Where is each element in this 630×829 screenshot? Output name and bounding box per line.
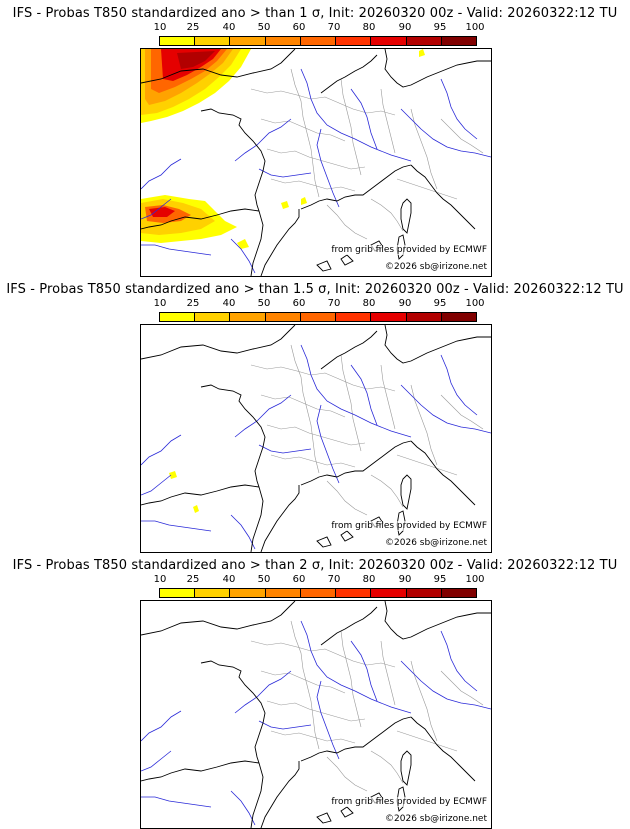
colorbar-tick-25: 25 <box>186 298 200 309</box>
admin-borders <box>250 344 484 516</box>
forecast-panel-1: IFS - Probas T850 standardized ano > tha… <box>0 0 630 277</box>
panel-title: IFS - Probas T850 standardized ano > tha… <box>6 282 624 297</box>
colorbar-tick-95: 95 <box>433 298 447 309</box>
colorbar <box>159 588 477 598</box>
probability-overlay <box>141 49 425 249</box>
colorbar-segment-7 <box>370 313 406 321</box>
colorbar-segment-8 <box>405 313 441 321</box>
admin-borders <box>250 620 484 792</box>
colorbar-tick-40: 40 <box>222 22 236 33</box>
admin-borders <box>250 68 484 240</box>
colorbar-tick-80: 80 <box>362 298 376 309</box>
colorbar-tick-10: 10 <box>153 298 167 309</box>
colorbar-tick-70: 70 <box>327 22 341 33</box>
source-credit: from grib files provided by ECMWF <box>331 521 487 531</box>
colorbar-segment-5 <box>299 589 336 597</box>
colorbar-tick-10: 10 <box>153 22 167 33</box>
colorbar-tick-90: 90 <box>398 574 412 585</box>
colorbar-segment-4 <box>264 589 300 597</box>
map-svg <box>141 601 491 828</box>
colorbar-segment-6 <box>335 589 371 597</box>
map-svg <box>141 49 491 276</box>
source-credit: from grib files provided by ECMWF <box>331 797 487 807</box>
map-svg <box>141 325 491 552</box>
probability-area-6 <box>177 51 215 69</box>
colorbar-tick-100: 100 <box>465 22 485 33</box>
colorbar-segment-3 <box>229 313 265 321</box>
colorbar-segment-6 <box>335 37 371 45</box>
colorbar-segment-1 <box>160 313 195 321</box>
colorbar-segment-7 <box>370 589 406 597</box>
colorbar-segment-6 <box>335 313 371 321</box>
probability-area-2 <box>193 505 199 513</box>
colorbar-segment-8 <box>405 589 441 597</box>
copyright-credit: ©2026 sb@irizone.net <box>385 814 487 824</box>
copyright-credit: ©2026 sb@irizone.net <box>385 538 487 548</box>
colorbar-segment-3 <box>229 37 265 45</box>
colorbar-labels: 10 25 40 50 60 70 80 90 95 100 <box>141 22 489 34</box>
colorbar-tick-70: 70 <box>327 298 341 309</box>
colorbar-tick-50: 50 <box>257 298 271 309</box>
panel-title: IFS - Probas T850 standardized ano > tha… <box>12 558 618 573</box>
colorbar-segment-5 <box>299 37 336 45</box>
colorbar-segment-2 <box>194 313 230 321</box>
colorbar-tick-70: 70 <box>327 574 341 585</box>
colorbar-tick-90: 90 <box>398 298 412 309</box>
colorbar-segment-3 <box>229 589 265 597</box>
probability-area-12 <box>281 201 289 209</box>
forecast-panel-3: IFS - Probas T850 standardized ano > tha… <box>0 552 630 829</box>
colorbar-segment-1 <box>160 589 195 597</box>
colorbar <box>159 36 477 46</box>
colorbar-tick-80: 80 <box>362 22 376 33</box>
colorbar-segment-4 <box>264 37 300 45</box>
rivers <box>141 620 491 826</box>
colorbar-tick-100: 100 <box>465 574 485 585</box>
coastline <box>141 325 491 552</box>
colorbar-tick-60: 60 <box>292 22 306 33</box>
colorbar-segment-2 <box>194 589 230 597</box>
colorbar-segment-9 <box>440 313 476 321</box>
colorbar-tick-10: 10 <box>153 574 167 585</box>
colorbar-tick-90: 90 <box>398 22 412 33</box>
colorbar-segment-5 <box>299 313 336 321</box>
colorbar-segment-9 <box>440 589 476 597</box>
colorbar-tick-50: 50 <box>257 574 271 585</box>
panel-title: IFS - Probas T850 standardized ano > tha… <box>12 6 618 21</box>
colorbar-tick-80: 80 <box>362 574 376 585</box>
colorbar-tick-95: 95 <box>433 574 447 585</box>
probability-overlay <box>169 471 199 513</box>
colorbar-tick-100: 100 <box>465 298 485 309</box>
colorbar-segment-9 <box>440 37 476 45</box>
colorbar-segment-8 <box>405 37 441 45</box>
probability-area-1 <box>169 471 177 479</box>
colorbar-labels: 10 25 40 50 60 70 80 90 95 100 <box>141 298 489 310</box>
map: from grib files provided by ECMWF ©2026 … <box>140 48 492 277</box>
probability-area-13 <box>301 197 307 205</box>
colorbar-tick-25: 25 <box>186 574 200 585</box>
rivers <box>141 344 491 550</box>
colorbar-tick-40: 40 <box>222 298 236 309</box>
colorbar-segment-4 <box>264 313 300 321</box>
probability-area-10 <box>149 207 175 217</box>
probability-area-11 <box>237 239 249 249</box>
copyright-credit: ©2026 sb@irizone.net <box>385 262 487 272</box>
colorbar-tick-95: 95 <box>433 22 447 33</box>
map: from grib files provided by ECMWF ©2026 … <box>140 324 492 553</box>
colorbar-tick-60: 60 <box>292 298 306 309</box>
colorbar-segment-1 <box>160 37 195 45</box>
colorbar-tick-25: 25 <box>186 22 200 33</box>
colorbar-tick-40: 40 <box>222 574 236 585</box>
colorbar-labels: 10 25 40 50 60 70 80 90 95 100 <box>141 574 489 586</box>
source-credit: from grib files provided by ECMWF <box>331 245 487 255</box>
forecast-panel-2: IFS - Probas T850 standardized ano > tha… <box>0 276 630 553</box>
colorbar <box>159 312 477 322</box>
rivers <box>141 68 491 274</box>
probability-area-14 <box>419 49 425 57</box>
colorbar-tick-50: 50 <box>257 22 271 33</box>
colorbar-tick-60: 60 <box>292 574 306 585</box>
colorbar-segment-2 <box>194 37 230 45</box>
colorbar-segment-7 <box>370 37 406 45</box>
coastline <box>141 601 491 828</box>
map: from grib files provided by ECMWF ©2026 … <box>140 600 492 829</box>
